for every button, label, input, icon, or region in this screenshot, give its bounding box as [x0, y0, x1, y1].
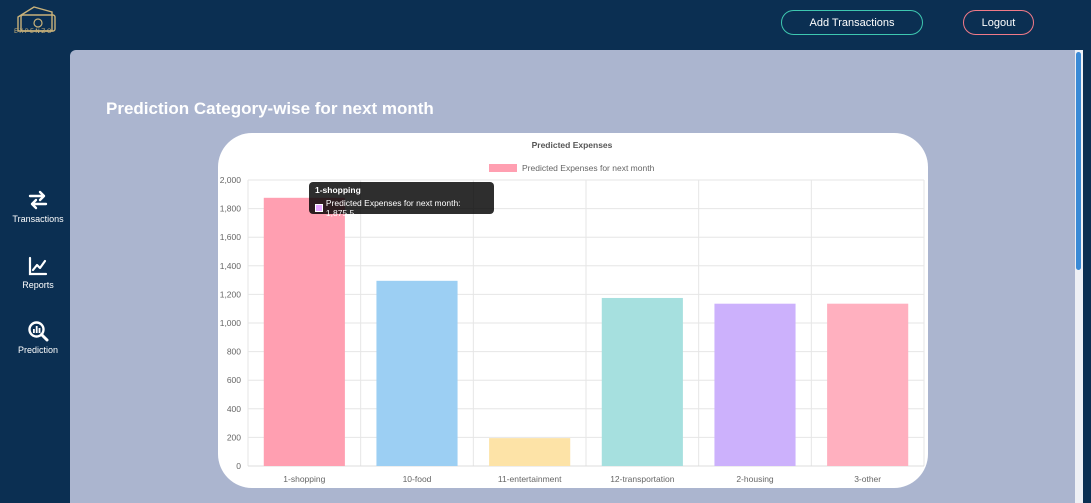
legend-swatch	[489, 164, 517, 172]
bar-2-housing	[714, 303, 796, 466]
add-transactions-button[interactable]: Add Transactions	[781, 10, 923, 35]
x-tick-label: 1-shopping	[283, 474, 325, 484]
y-tick-label: 600	[227, 375, 241, 385]
y-tick-label: 1,000	[220, 318, 242, 328]
x-tick-label: 12-transportation	[610, 474, 675, 484]
tooltip-swatch	[315, 204, 323, 212]
sidebar-item-label: Reports	[22, 280, 54, 290]
y-tick-label: 400	[227, 404, 241, 414]
sidebar-item-label: Transactions	[12, 214, 64, 224]
swap-arrows-icon	[28, 190, 48, 210]
logo-text: EXPENZO	[14, 28, 54, 35]
logout-button[interactable]: Logout	[963, 10, 1034, 35]
sidebar-item-transactions[interactable]: Transactions	[0, 189, 76, 224]
search-chart-icon	[28, 321, 49, 342]
sidebar-item-prediction[interactable]: Prediction	[0, 320, 76, 355]
x-tick-label: 10-food	[403, 474, 432, 484]
bar-chart: Predicted Expenses Predicted Expenses for…	[220, 140, 925, 484]
bar-12-transportation	[601, 297, 683, 466]
sidebar-item-reports[interactable]: Reports	[0, 255, 76, 290]
bar-11-entertainment	[489, 438, 571, 466]
sidebar: Transactions Reports Prediction	[0, 48, 70, 503]
line-chart-icon	[28, 256, 48, 276]
tooltip-text: Predicted Expenses for next month: 1,875…	[325, 198, 461, 218]
bar-3-other	[827, 303, 909, 466]
scrollbar-thumb[interactable]	[1076, 52, 1081, 270]
bar-1-shopping	[263, 197, 345, 466]
x-tick-label: 11-entertainment	[498, 474, 562, 484]
y-tick-label: 2,000	[220, 175, 242, 185]
x-tick-label: 3-other	[854, 474, 881, 484]
y-tick-label: 1,400	[220, 261, 242, 271]
x-tick-label: 2-housing	[736, 474, 774, 484]
y-tick-label: 200	[227, 432, 241, 442]
app-header: EXPENZO Add Transactions Logout	[0, 0, 1091, 48]
tooltip-title: 1-shopping	[315, 185, 361, 195]
wallet-logo-icon[interactable]	[12, 3, 62, 37]
y-tick-label: 800	[227, 347, 241, 357]
y-tick-label: 1,600	[220, 232, 242, 242]
chart-title: Predicted Expenses	[532, 140, 613, 150]
chart-tooltip: 1-shopping Predicted Expenses for next m…	[309, 182, 494, 218]
bar-10-food	[376, 280, 458, 466]
page-title: Prediction Category-wise for next month	[106, 99, 434, 118]
y-tick-label: 1,200	[220, 289, 242, 299]
scrollbar-track[interactable]	[1075, 50, 1083, 503]
tooltip-line: Predicted Expenses for next month: 1,875…	[315, 198, 488, 218]
y-tick-label: 0	[236, 461, 241, 471]
sidebar-item-label: Prediction	[17, 345, 59, 355]
y-tick-label: 1,800	[220, 204, 242, 214]
legend-label: Predicted Expenses for next month	[522, 163, 655, 173]
